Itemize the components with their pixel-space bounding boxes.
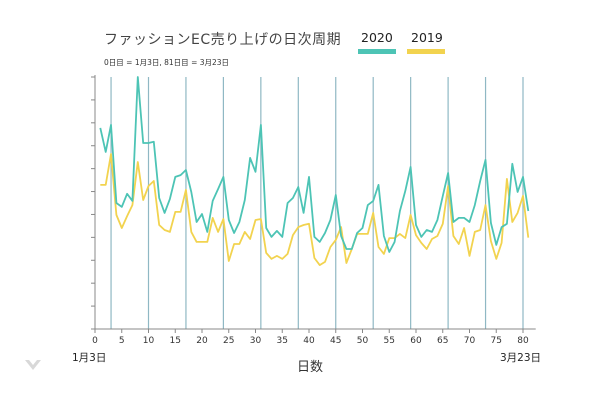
x-tick-label: 65	[437, 336, 448, 346]
x-end-label: 3月23日	[500, 352, 542, 364]
x-tick-label: 40	[303, 336, 315, 346]
x-tick-label: 30	[250, 336, 262, 346]
legend-label-2019: 2019	[411, 30, 443, 45]
x-tick-label: 15	[170, 336, 181, 346]
x-tick-label: 70	[464, 336, 476, 346]
series-line-2019	[100, 153, 530, 267]
legend-swatch-2020	[358, 49, 396, 54]
x-tick-label: 45	[330, 336, 341, 346]
x-tick-label: 55	[384, 336, 395, 346]
chart-title: ファッションEC売り上げの日次周期	[104, 32, 342, 48]
x-tick-label: 60	[410, 336, 422, 346]
series-line-2020	[99, 76, 530, 253]
x-tick-label: 10	[143, 336, 155, 346]
x-axis-label: 日数	[297, 360, 324, 375]
x-tick-label: 25	[223, 336, 234, 346]
v-chevron-logo-icon	[25, 360, 41, 370]
chart-subtitle: 0日目 = 1月3日, 81日目 = 3月23日	[104, 58, 230, 67]
x-tick-label: 0	[92, 336, 98, 346]
x-tick-label: 80	[517, 336, 529, 346]
legend-swatch-2019	[407, 49, 445, 54]
x-tick-label: 50	[357, 336, 369, 346]
legend-label-2020: 2020	[361, 30, 393, 45]
x-tick-label: 35	[277, 336, 288, 346]
x-tick-label: 20	[196, 336, 208, 346]
x-start-label: 1月3日	[72, 352, 107, 364]
x-tick-label: 75	[491, 336, 502, 346]
x-tick-label: 5	[119, 336, 125, 346]
